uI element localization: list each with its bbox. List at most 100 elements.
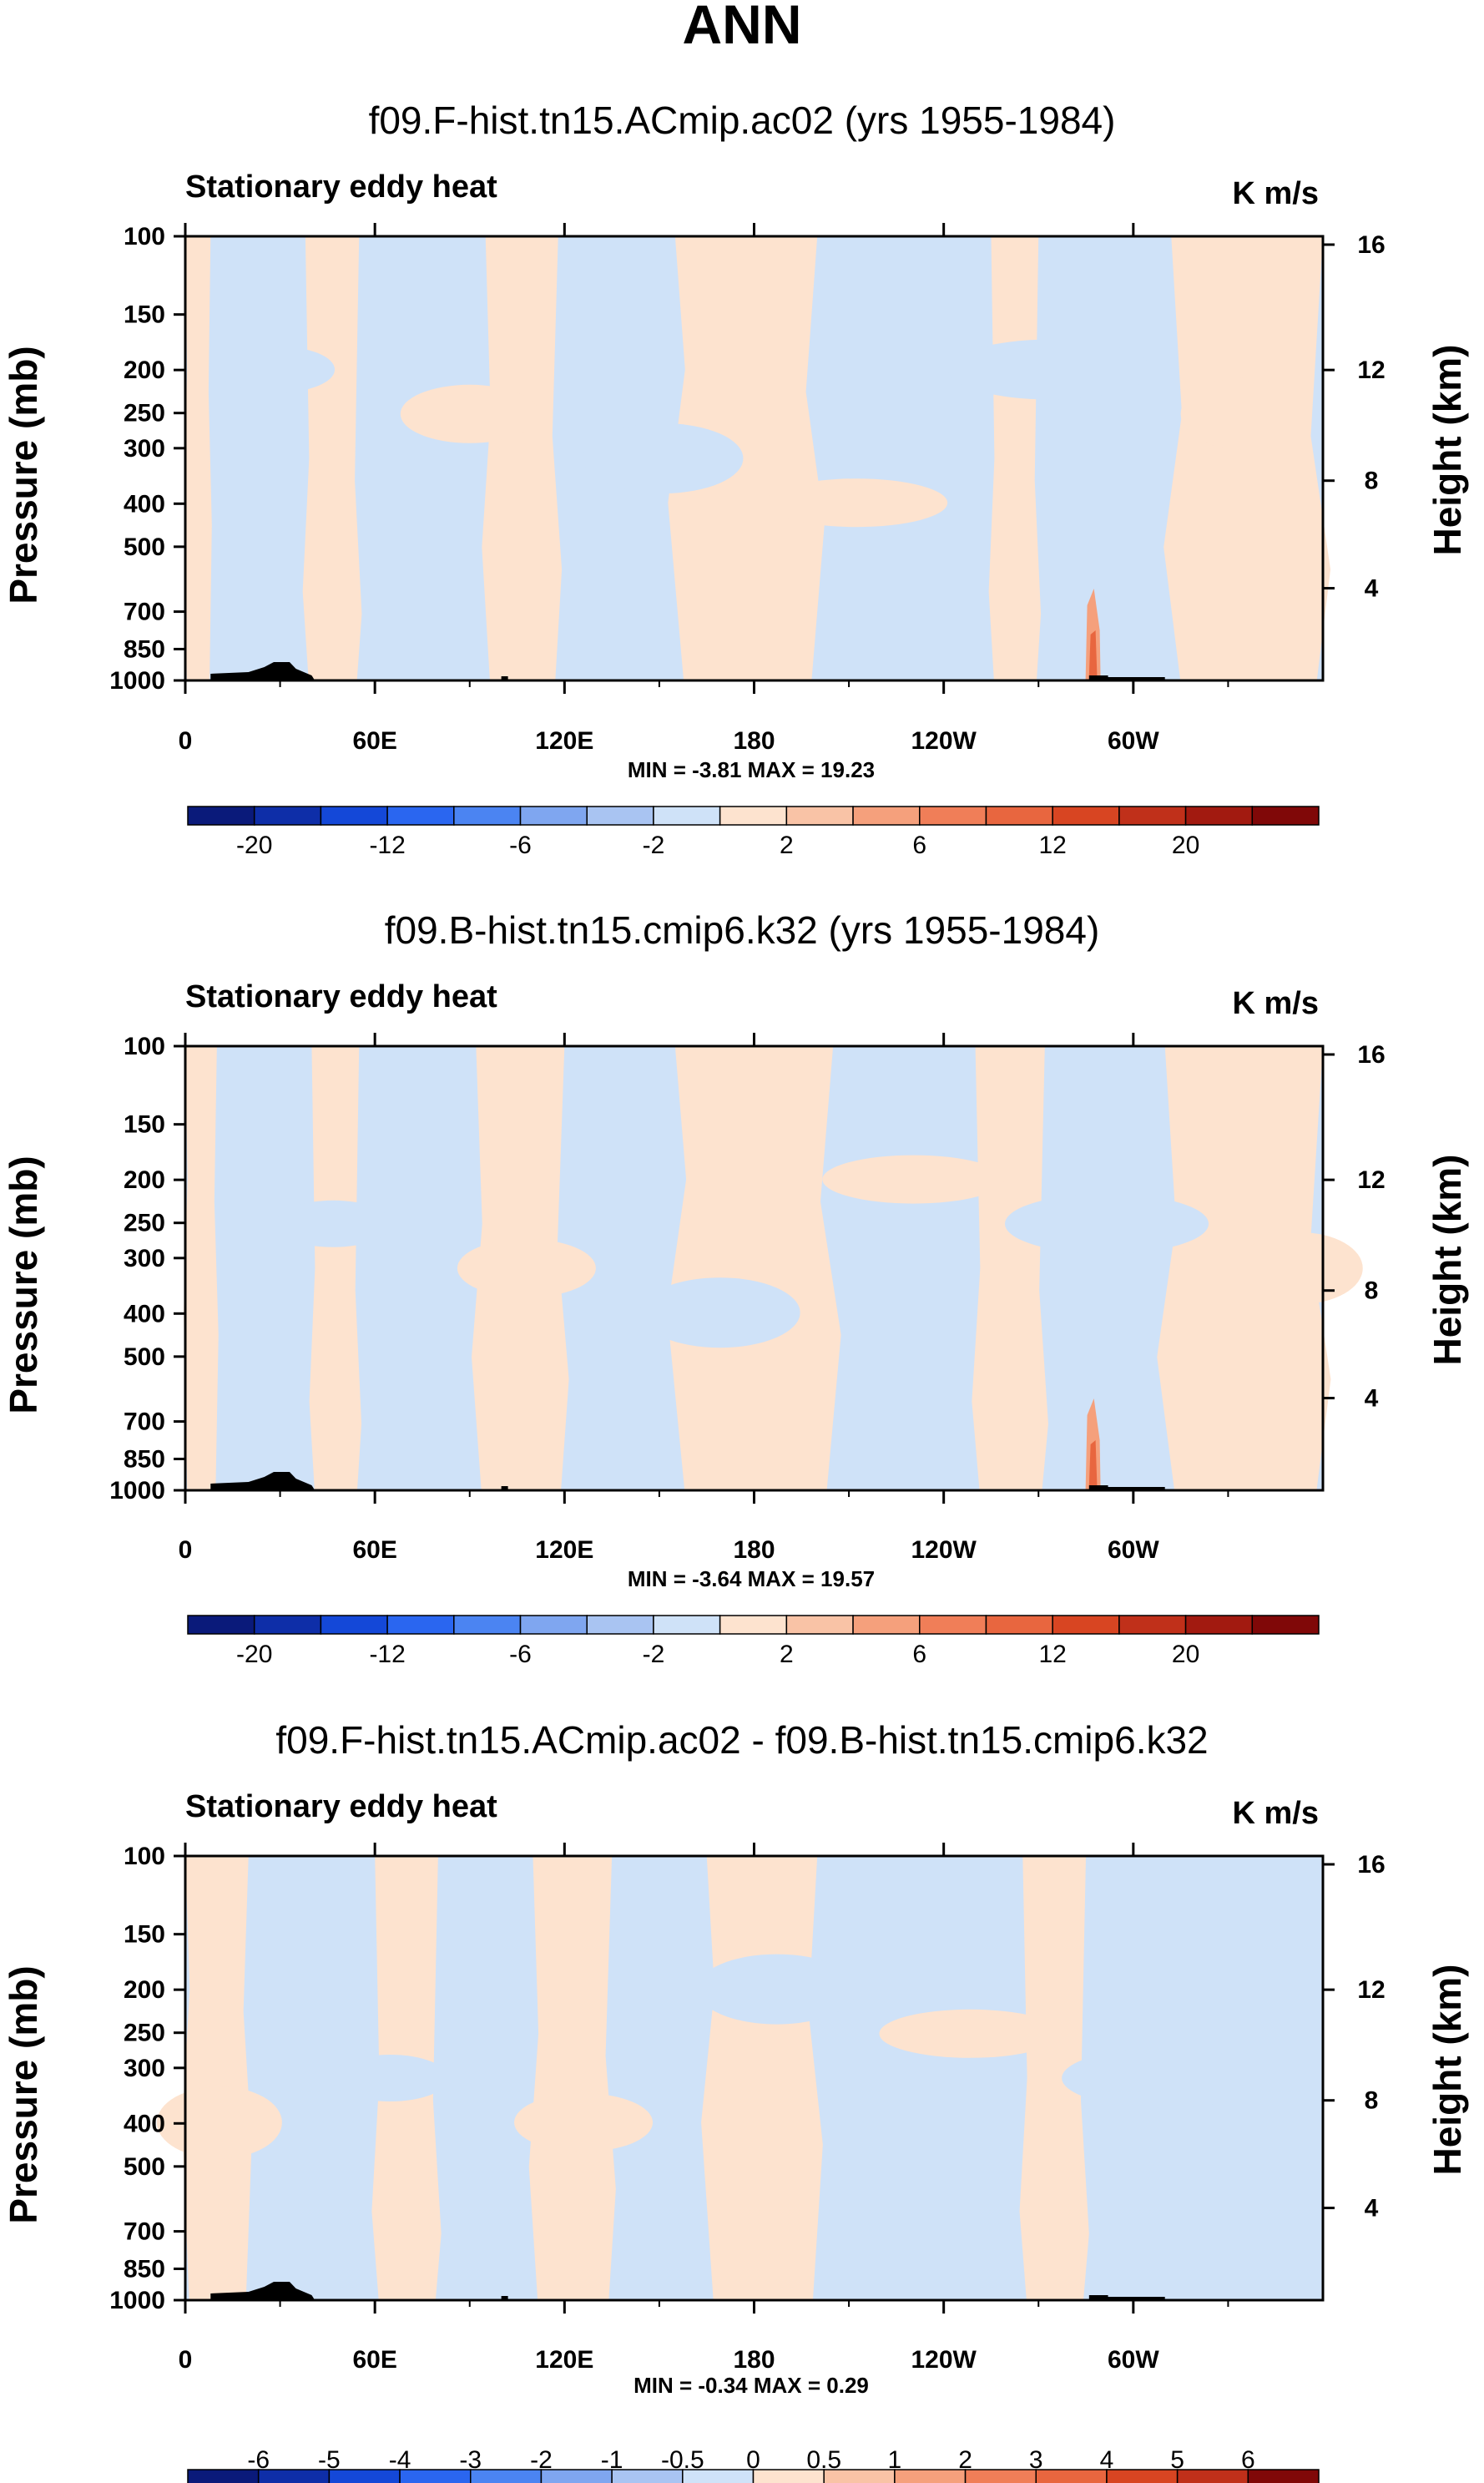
- colorbar-swatch: [985, 1615, 1053, 1635]
- panel-title: f09.F-hist.tn15.ACmip.ac02 - f09.B-hist.…: [275, 1718, 1208, 1762]
- positive-region: [1163, 236, 1331, 680]
- y-tick-label: 150: [124, 1921, 165, 1949]
- colorbar-swatch: [919, 806, 987, 826]
- y-tick-label: 700: [124, 2218, 165, 2246]
- y-axis-label: Pressure (mb): [2, 1156, 45, 1413]
- panel-units: K m/s: [1233, 176, 1319, 211]
- contour-blob: [457, 1239, 596, 1297]
- y-tick-label: 250: [124, 2020, 165, 2047]
- contour-blob: [1237, 1232, 1363, 1304]
- y-tick-label: 700: [124, 1408, 165, 1436]
- y-right-tick-label: 12: [1357, 1976, 1385, 2004]
- y-right-tick-label: 4: [1365, 1385, 1379, 1413]
- colorbar-label: 6: [912, 1641, 926, 1668]
- y-right-tick-label: 16: [1357, 1041, 1385, 1069]
- colorbar-label: -20: [236, 1641, 272, 1668]
- colorbar-swatch: [1052, 806, 1120, 826]
- y-tick-label: 200: [124, 1976, 165, 2004]
- contour-blob: [639, 1277, 800, 1348]
- colorbar-swatch: [1052, 1615, 1120, 1635]
- y-tick-label: 850: [124, 1445, 165, 1473]
- panel-title: f09.B-hist.tn15.cmip6.k32 (yrs 1955-1984…: [385, 908, 1100, 952]
- positive-region: [668, 236, 825, 680]
- y-tick-label: 250: [124, 1210, 165, 1237]
- contour-blob: [275, 1200, 392, 1247]
- positive-region: [1019, 1856, 1089, 2300]
- colorbar-label: -5: [318, 2446, 341, 2474]
- y-right-tick-label: 16: [1357, 1851, 1385, 1879]
- contour-blob: [514, 2093, 654, 2152]
- contour-blob: [1180, 377, 1306, 450]
- x-tick-label: 120E: [535, 727, 593, 755]
- colorbar-label: -6: [509, 832, 532, 859]
- colorbar-swatch: [187, 1615, 255, 1635]
- y-right-tick-label: 12: [1357, 1166, 1385, 1194]
- x-tick-label: 120E: [535, 2346, 593, 2374]
- topography-tibet: [210, 2282, 315, 2300]
- y-tick-label: 300: [124, 2055, 165, 2082]
- colorbar-swatch: [519, 806, 588, 826]
- panel-subtitle: Stationary eddy heat: [185, 169, 497, 205]
- y-right-tick-label: 8: [1365, 1277, 1379, 1305]
- y-tick-label: 500: [124, 2153, 165, 2181]
- x-tick-label: 60E: [352, 727, 396, 755]
- topography-small: [501, 2296, 508, 2300]
- x-tick-label: 0: [179, 2346, 193, 2374]
- colorbar-label: 0.5: [806, 2446, 841, 2474]
- y-right-tick-label: 12: [1357, 357, 1385, 384]
- positive-region: [528, 1856, 616, 2300]
- colorbar-label: -12: [369, 832, 405, 859]
- x-tick-label: 180: [733, 727, 775, 755]
- colorbar-swatch: [519, 1615, 588, 1635]
- colorbar-swatch: [985, 806, 1053, 826]
- y-tick-label: 300: [124, 435, 165, 463]
- panel-subtitle: Stationary eddy heat: [185, 979, 497, 1014]
- x-tick-label: 0: [179, 1536, 193, 1564]
- colorbar-label: 6: [1241, 2446, 1255, 2474]
- min-max-stats: MIN = -3.81 MAX = 19.23: [628, 757, 875, 782]
- colorbar-swatch: [785, 1615, 854, 1635]
- x-tick-label: 120W: [911, 2346, 977, 2374]
- colorbar-label: -12: [369, 1641, 405, 1668]
- y-tick-label: 100: [124, 1843, 165, 1870]
- topography-small: [501, 1486, 508, 1490]
- colorbar-swatch: [719, 1615, 788, 1635]
- y-right-tick-label: 4: [1365, 2195, 1379, 2223]
- panel-units: K m/s: [1233, 1796, 1319, 1831]
- colorbar-label: 1: [888, 2446, 902, 2474]
- colorbar-swatch: [653, 806, 721, 826]
- contour-blob: [156, 2086, 282, 2159]
- contour-blob: [947, 339, 1152, 400]
- colorbar-label: 12: [1038, 1641, 1066, 1668]
- x-tick-label: 0: [179, 727, 193, 755]
- positive-region: [667, 1046, 841, 1490]
- x-tick-label: 180: [733, 2346, 775, 2374]
- colorbar-label: -6: [247, 2446, 270, 2474]
- colorbar-label: -2: [530, 2446, 553, 2474]
- contour-blob: [1062, 2048, 1266, 2108]
- y-tick-label: 500: [124, 534, 165, 561]
- colorbar-label: 20: [1172, 832, 1199, 859]
- x-tick-label: 180: [733, 1536, 775, 1564]
- y-tick-label: 400: [124, 490, 165, 518]
- y-tick-label: 850: [124, 635, 165, 663]
- colorbar-swatch: [964, 2469, 1037, 2483]
- panel-subtitle: Stationary eddy heat: [185, 1789, 497, 1824]
- colorbar-swatch: [386, 1615, 455, 1635]
- colorbar-label: -2: [643, 832, 665, 859]
- colorbar-label: -3: [459, 2446, 482, 2474]
- y-tick-label: 1000: [109, 667, 165, 695]
- colorbar-label: 5: [1170, 2446, 1184, 2474]
- y-tick-label: 100: [124, 1033, 165, 1060]
- colorbar-label: -2: [643, 1641, 665, 1668]
- positive-region: [701, 1856, 823, 2300]
- colorbar-label: 0: [746, 2446, 760, 2474]
- chart-panel-2: f09.B-hist.tn15.cmip6.k32 (yrs 1955-1984…: [2, 908, 1469, 1668]
- colorbar-swatch: [187, 806, 255, 826]
- colorbar-label: 6: [912, 832, 926, 859]
- colorbar-swatch: [1035, 2469, 1108, 2483]
- contour-blob: [696, 1954, 857, 2025]
- y-right-axis-label: Height (km): [1426, 1965, 1469, 2176]
- positive-region: [302, 236, 362, 680]
